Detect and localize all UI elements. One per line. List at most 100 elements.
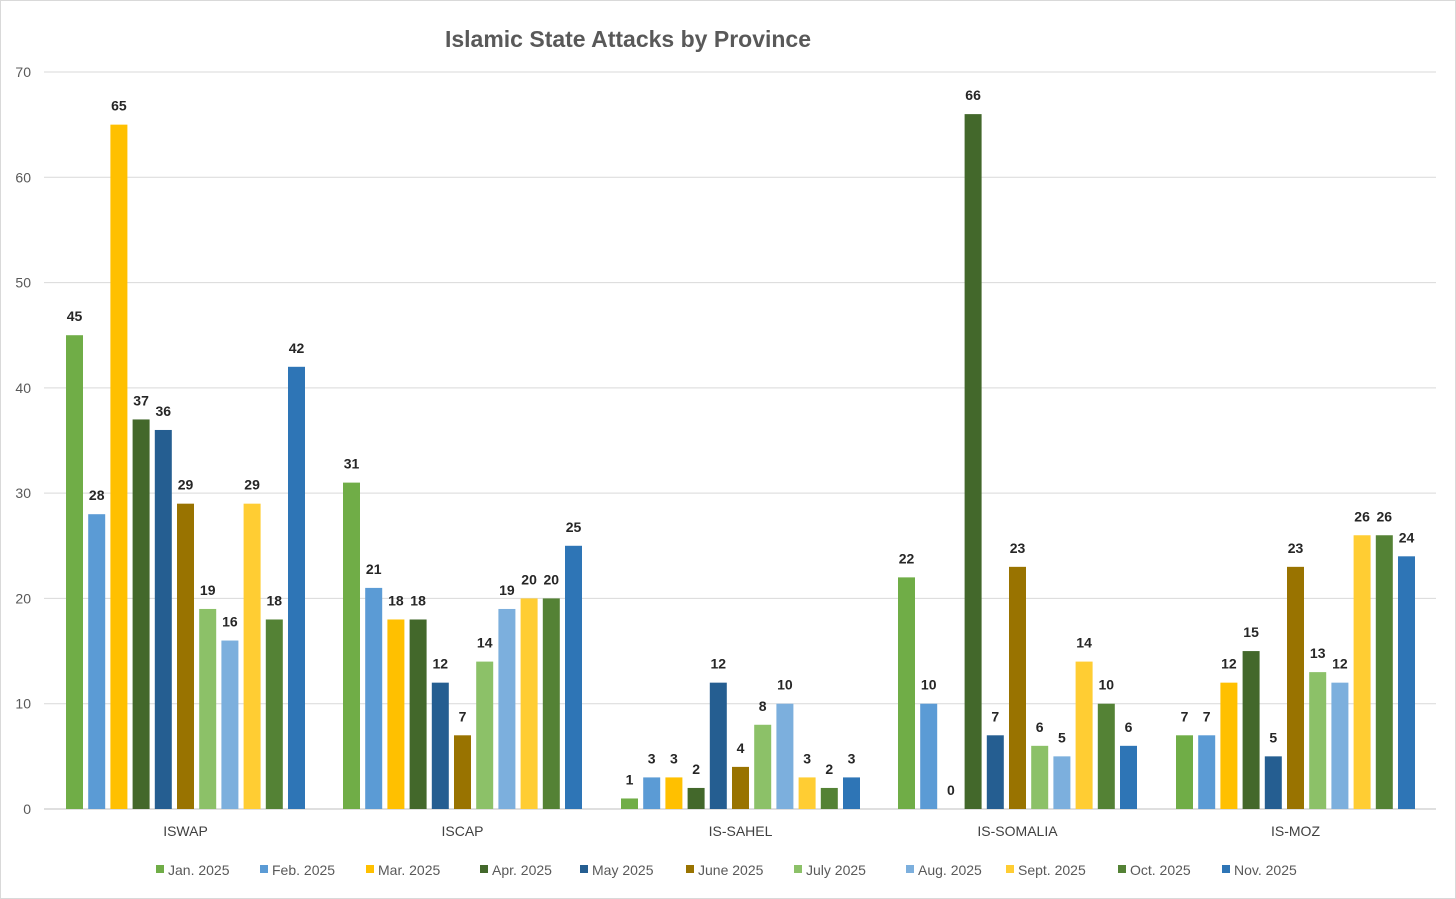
- legend-item: Mar. 2025: [366, 862, 440, 878]
- data-label: 18: [388, 592, 404, 608]
- bar: [1120, 745, 1137, 809]
- bar: [431, 682, 449, 809]
- data-label: 26: [1377, 508, 1393, 524]
- data-label: 31: [344, 456, 360, 472]
- legend-label: Jan. 2025: [168, 862, 230, 878]
- y-tick-label: 50: [15, 275, 31, 291]
- bar: [1331, 682, 1349, 809]
- legend-item: Nov. 2025: [1222, 862, 1297, 878]
- bar: [920, 703, 938, 809]
- data-label: 23: [1010, 540, 1026, 556]
- legend-label: July 2025: [806, 862, 866, 878]
- data-label: 14: [477, 635, 493, 651]
- data-label: 5: [1269, 729, 1277, 745]
- bar: [199, 608, 217, 809]
- data-label: 12: [1221, 656, 1237, 672]
- bar: [365, 587, 383, 809]
- data-label: 3: [803, 750, 811, 766]
- category-label: IS-SOMALIA: [977, 823, 1058, 839]
- data-label: 0: [947, 782, 955, 798]
- bar: [709, 682, 727, 809]
- bar: [88, 514, 106, 809]
- data-label: 6: [1036, 719, 1044, 735]
- bar: [964, 114, 982, 810]
- bar: [1287, 566, 1304, 809]
- legend-label: May 2025: [592, 862, 654, 878]
- legend-item: Apr. 2025: [480, 862, 552, 878]
- bar: [177, 503, 194, 809]
- bar: [732, 766, 749, 809]
- legend-label: Oct. 2025: [1130, 862, 1191, 878]
- bar: [387, 619, 405, 809]
- category-label: ISWAP: [163, 823, 208, 839]
- bar: [454, 735, 471, 809]
- legend-swatch: [794, 865, 802, 873]
- data-label: 23: [1288, 540, 1304, 556]
- y-tick-label: 70: [15, 64, 31, 80]
- bar: [1009, 566, 1026, 809]
- bar: [1220, 682, 1238, 809]
- data-label: 36: [156, 403, 172, 419]
- legend-label: Feb. 2025: [272, 862, 335, 878]
- bar: [1053, 756, 1071, 809]
- legend-swatch: [580, 865, 588, 873]
- legend-item: June 2025: [686, 862, 764, 878]
- data-label: 4: [737, 740, 745, 756]
- legend-swatch: [1006, 865, 1014, 873]
- bar: [110, 124, 128, 809]
- legend-swatch: [1222, 865, 1230, 873]
- bars: [66, 114, 1415, 810]
- legend: Jan. 2025 Feb. 2025 Mar. 2025 Apr. 2025 May …: [156, 862, 1297, 878]
- y-tick-label: 10: [15, 696, 31, 712]
- legend-item: Aug. 2025: [906, 862, 982, 878]
- data-label: 29: [178, 477, 194, 493]
- data-label: 20: [544, 571, 560, 587]
- bar: [1353, 535, 1371, 809]
- data-label: 22: [899, 550, 915, 566]
- legend-label: Nov. 2025: [1234, 862, 1297, 878]
- bar: [132, 419, 150, 809]
- category-labels: ISWAP ISCAP IS-SAHEL IS-SOMALIA IS-MOZ: [163, 823, 1320, 839]
- data-label: 6: [1125, 719, 1133, 735]
- bar: [1075, 661, 1093, 809]
- bar: [1097, 703, 1115, 809]
- bar: [1176, 735, 1193, 809]
- data-label: 19: [499, 582, 515, 598]
- bar: [643, 777, 661, 809]
- bar: [409, 619, 427, 809]
- bar: [687, 787, 705, 809]
- bar: [1309, 672, 1327, 809]
- legend-label: Sept. 2025: [1018, 862, 1086, 878]
- legend-item: Oct. 2025: [1118, 862, 1191, 878]
- data-label: 19: [200, 582, 216, 598]
- data-label: 14: [1076, 635, 1092, 651]
- bar: [898, 577, 915, 809]
- y-tick-label: 40: [15, 380, 31, 396]
- data-label: 13: [1310, 645, 1326, 661]
- bar: [798, 777, 816, 809]
- data-label: 65: [111, 98, 127, 114]
- data-label: 3: [670, 750, 678, 766]
- bar: [665, 777, 683, 809]
- legend-label: Apr. 2025: [492, 862, 552, 878]
- bar: [221, 640, 239, 809]
- bar: [520, 598, 538, 809]
- data-label: 26: [1354, 508, 1370, 524]
- bar: [843, 777, 860, 809]
- legend-swatch: [366, 865, 374, 873]
- bar: [1398, 556, 1415, 809]
- data-label: 2: [692, 761, 700, 777]
- bar: [288, 366, 305, 809]
- data-label: 24: [1399, 529, 1415, 545]
- data-label: 3: [848, 750, 856, 766]
- data-label: 42: [289, 340, 305, 356]
- data-label: 18: [267, 592, 283, 608]
- bar: [776, 703, 794, 809]
- bar: [243, 503, 261, 809]
- data-label: 25: [566, 519, 582, 535]
- category-label: ISCAP: [441, 823, 483, 839]
- bar: [343, 482, 360, 809]
- data-label: 7: [1181, 708, 1189, 724]
- bar: [621, 798, 638, 809]
